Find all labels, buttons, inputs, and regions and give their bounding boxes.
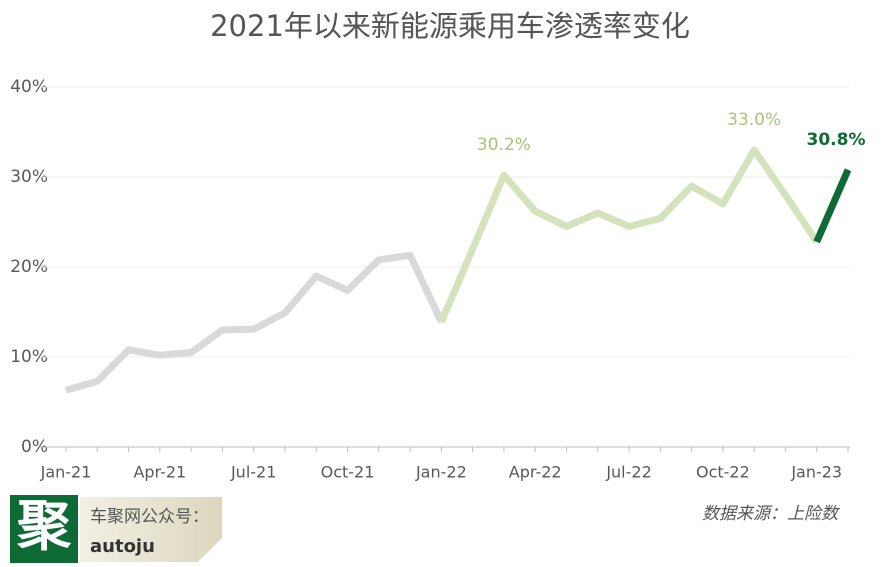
source: 数据来源：上险数 [702,504,840,524]
x-tick-label: Jul-21 [230,463,276,482]
line-series [438,146,820,324]
y-tick-label: 40% [10,77,48,97]
account-id: autoju [90,536,155,557]
logo-box [10,495,78,563]
x-tick-label: Apr-22 [509,463,562,482]
account: 车聚网公众号： [90,507,209,527]
line-series [65,251,445,394]
y-tick-label: 0% [21,437,48,457]
x-tick-label: Apr-21 [133,463,186,482]
x-tick-label: Jan-22 [415,463,467,482]
data-label: 30.2% [477,135,531,155]
x-tick-label: Jan-23 [790,463,842,482]
x-tick-label: Jul-22 [605,463,651,482]
logo: 聚 [16,495,72,558]
brand-box [80,497,222,562]
y-tick-label: 30% [10,167,48,187]
brand: 聚 车聚网公众号： autoju [10,495,222,563]
x-tick-label: Oct-22 [696,463,750,482]
y-tick-label: 20% [10,257,48,277]
y-tick-label: 10% [10,347,48,367]
data-label: 30.8% [807,130,866,150]
data-label: 33.0% [727,110,781,130]
chart-title: 2021年以来新能源乘用车渗透率变化 [210,9,690,43]
line-series [813,168,852,244]
x-tick-label: Oct-21 [321,463,375,482]
x-tick-label: Jan-21 [40,463,92,482]
